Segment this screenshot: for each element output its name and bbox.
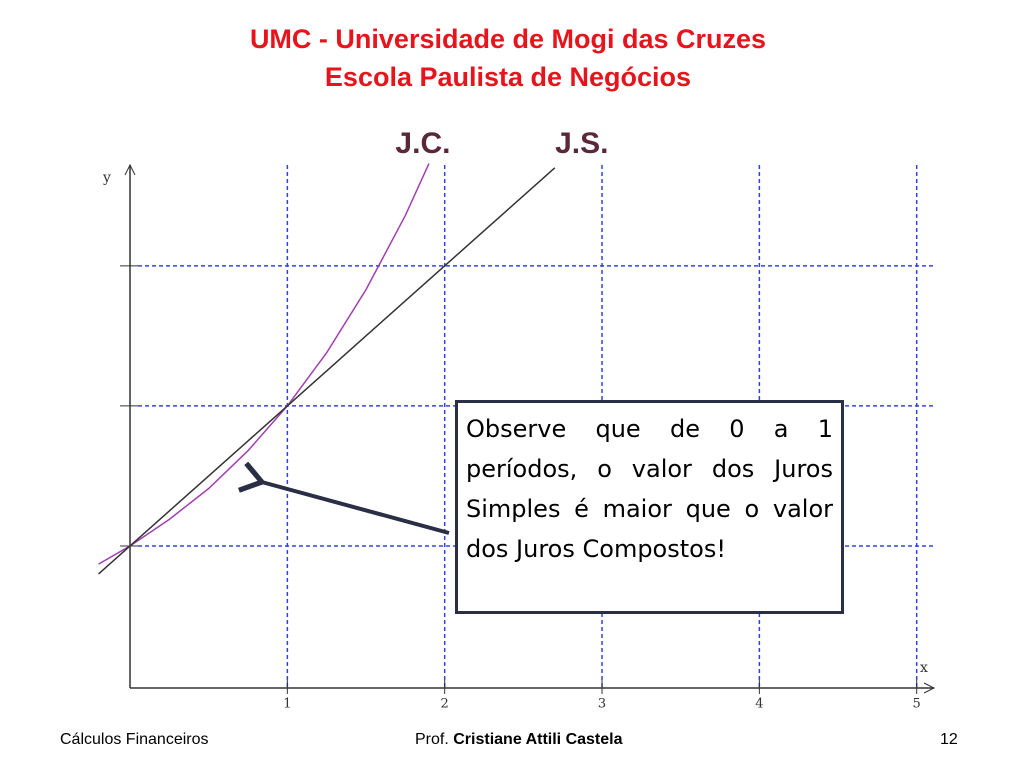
subtitle: Escola Paulista de Negócios [324, 62, 692, 92]
series-label: J.S. [555, 127, 608, 160]
callout: Observe que de 0 a 1 períodos, o valor d… [455, 400, 844, 614]
author-prefix: Prof. [415, 731, 449, 748]
x-tick-label: 3 [598, 697, 606, 712]
x-tick-label: 1 [283, 697, 291, 712]
series-label: J.C. [395, 127, 450, 160]
y-axis-arrow [124, 163, 136, 176]
x-axis-label: x [920, 660, 928, 676]
series-line [98, 167, 556, 575]
x-tick-label: 5 [913, 697, 921, 712]
title: UMC - Universidade de Mogi das Cruzes [249, 24, 767, 54]
y-axis-label: y [102, 170, 111, 186]
x-tick-label: 4 [755, 697, 763, 712]
x-tick-label: 2 [441, 697, 449, 712]
page-number: 12 [940, 731, 958, 748]
series-line [98, 163, 430, 565]
author-name: Cristiane Attili Castela [453, 731, 623, 748]
x-axis-arrow [923, 682, 936, 694]
footer-left: Cálculos Financeiros [60, 731, 209, 748]
footer-author: Prof. Cristiane Attili Castela [415, 731, 622, 749]
